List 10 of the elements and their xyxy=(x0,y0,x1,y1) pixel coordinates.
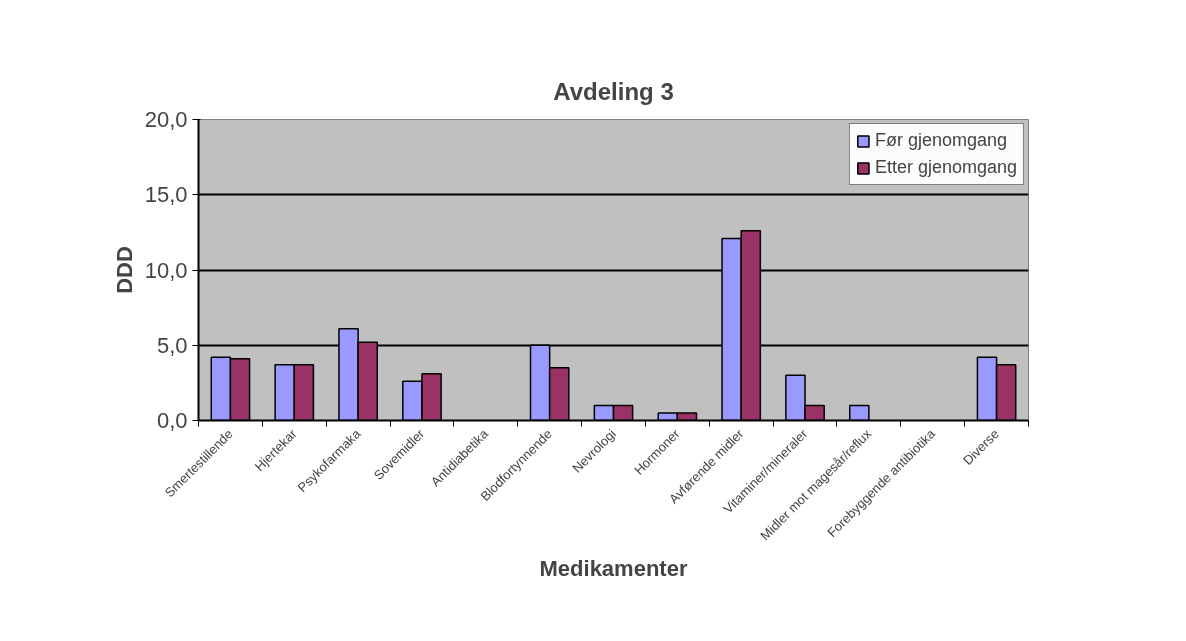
y-tick-label: 0,0 xyxy=(156,408,188,433)
x-axis-title: Medikamenter xyxy=(539,556,688,582)
y-tick-label: 15,0 xyxy=(144,182,188,208)
legend-label: Etter gjenomgang xyxy=(874,157,1017,178)
legend-label: Før gjenomgang xyxy=(874,130,1007,151)
chart-title: Avdeling 3 xyxy=(553,77,674,105)
y-tick-label: 5,0 xyxy=(156,332,188,358)
y-axis-title: DDD xyxy=(111,246,137,294)
y-tick-label: 20,0 xyxy=(144,107,188,132)
y-tick-label: 10,0 xyxy=(144,257,188,283)
